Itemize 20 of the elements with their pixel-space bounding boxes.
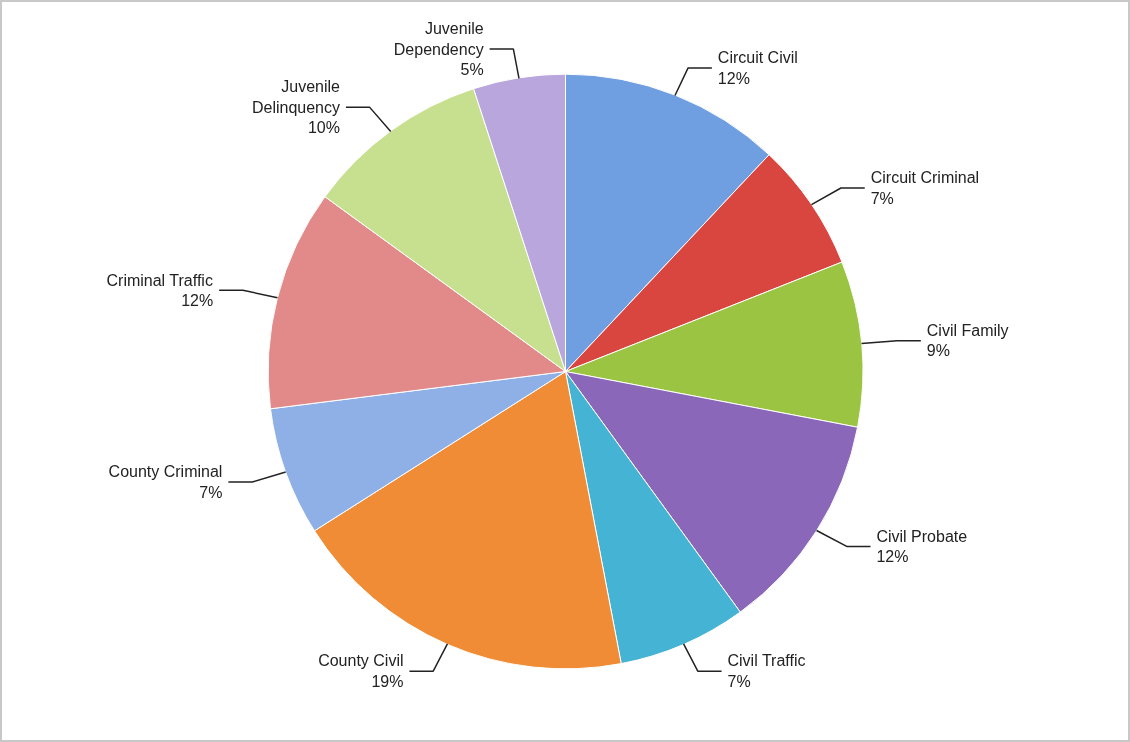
data-label: 12%: [717, 69, 750, 87]
slice-label: Civil Probate: [876, 527, 968, 545]
slice-label: Criminal Traffic: [106, 271, 213, 289]
data-label: 10%: [307, 119, 341, 137]
data-label: 12%: [181, 292, 214, 310]
data-label: 7%: [199, 483, 223, 501]
slice-label: Juvenile Dependency: [393, 20, 484, 58]
slice-label: Juvenile Delinquency: [251, 78, 341, 116]
data-label: 7%: [727, 672, 751, 690]
data-label: 19%: [371, 672, 404, 690]
slice-label: Civil Traffic: [727, 652, 806, 670]
data-label: 9%: [926, 342, 950, 360]
data-label: 7%: [870, 189, 894, 207]
slice-label: Civil Family: [926, 322, 1009, 340]
slice-label: County Civil: [318, 652, 404, 670]
slice-label: County Criminal: [108, 463, 223, 481]
data-label: 12%: [876, 548, 909, 566]
slice-label: Circuit Criminal: [870, 169, 980, 187]
slice-label: Circuit Civil: [717, 49, 798, 67]
data-label: 5%: [460, 60, 484, 78]
